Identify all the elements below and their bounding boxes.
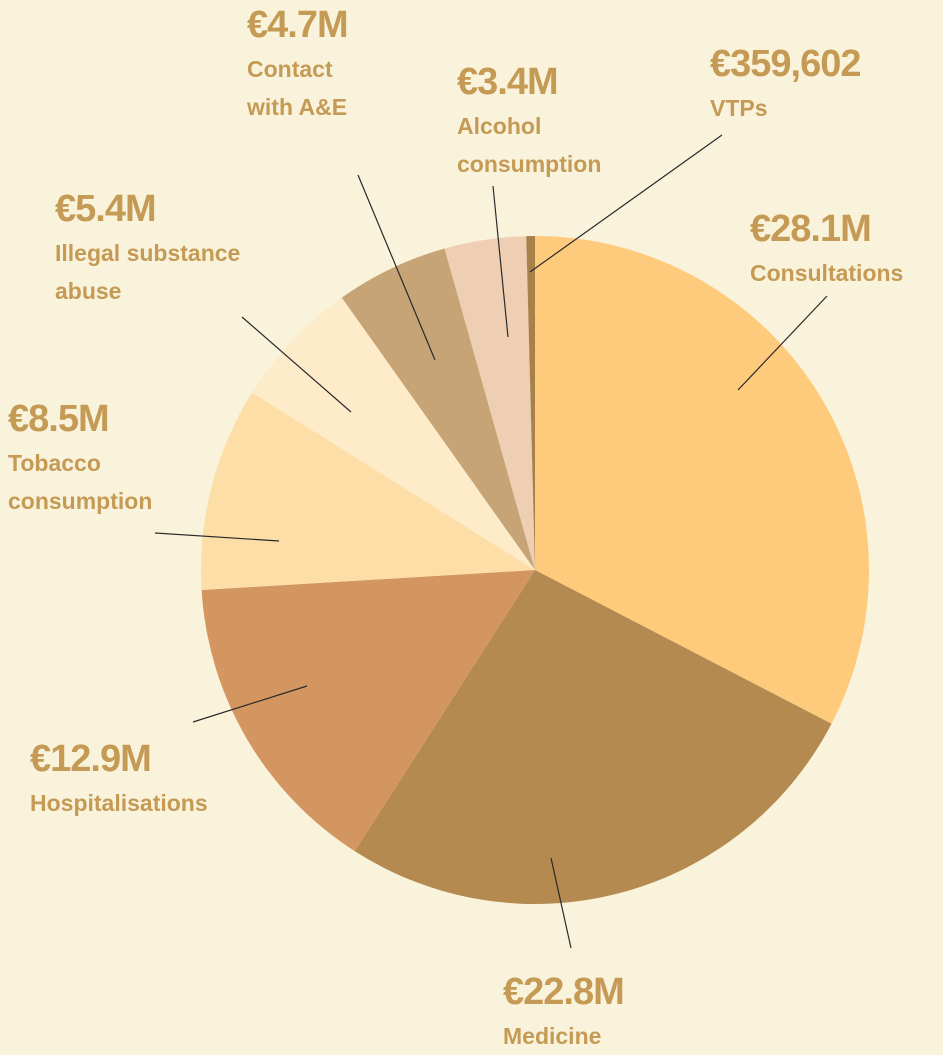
category-label: Illegal substance abuse — [55, 240, 241, 304]
pie-slice — [526, 236, 535, 570]
leader-line — [737, 295, 828, 391]
category-label: VTPs — [710, 95, 768, 121]
value-label: €28.1M — [750, 208, 872, 250]
slice-label: €3.4M Alcohol consumption — [457, 63, 642, 183]
category-label: Tobacco consumption — [8, 450, 153, 514]
slice-label: €12.9M Hospitalisations — [30, 740, 290, 822]
leader-line — [192, 685, 308, 723]
pie-slice — [201, 392, 535, 590]
value-label: €5.4M — [55, 188, 157, 230]
value-label: €22.8M — [503, 971, 625, 1013]
leader-line — [550, 857, 572, 949]
slice-label: €359,602 VTPs — [710, 45, 910, 127]
category-label: Hospitalisations — [30, 790, 208, 816]
category-label: Contact with A&E — [247, 56, 348, 120]
slice-label: €4.7M Contact with A&E — [247, 6, 372, 126]
slice-label: €22.8M Medicine — [503, 973, 703, 1055]
pie-slice — [354, 570, 832, 905]
value-label: €8.5M — [8, 398, 110, 440]
pie-slice — [444, 236, 535, 570]
category-label: Alcohol consumption — [457, 113, 602, 177]
pie-slice — [535, 236, 870, 724]
pie-slice — [252, 297, 535, 570]
category-label: Consultations — [750, 260, 904, 286]
category-label: Medicine — [503, 1023, 602, 1049]
leader-line — [154, 532, 280, 542]
value-label: €3.4M — [457, 61, 559, 103]
value-label: €359,602 — [710, 43, 862, 85]
leader-line — [529, 134, 723, 273]
pie-slice — [341, 248, 535, 570]
pie-slice — [201, 570, 535, 852]
value-label: €12.9M — [30, 738, 152, 780]
slice-label: €8.5M Tobacco consumption — [8, 400, 198, 520]
slice-label: €28.1M Consultations — [750, 210, 943, 292]
leader-line — [492, 185, 509, 338]
value-label: €4.7M — [247, 4, 349, 46]
leader-line — [241, 316, 352, 413]
leader-line — [357, 174, 436, 361]
slice-label: €5.4M Illegal substance abuse — [55, 190, 290, 310]
